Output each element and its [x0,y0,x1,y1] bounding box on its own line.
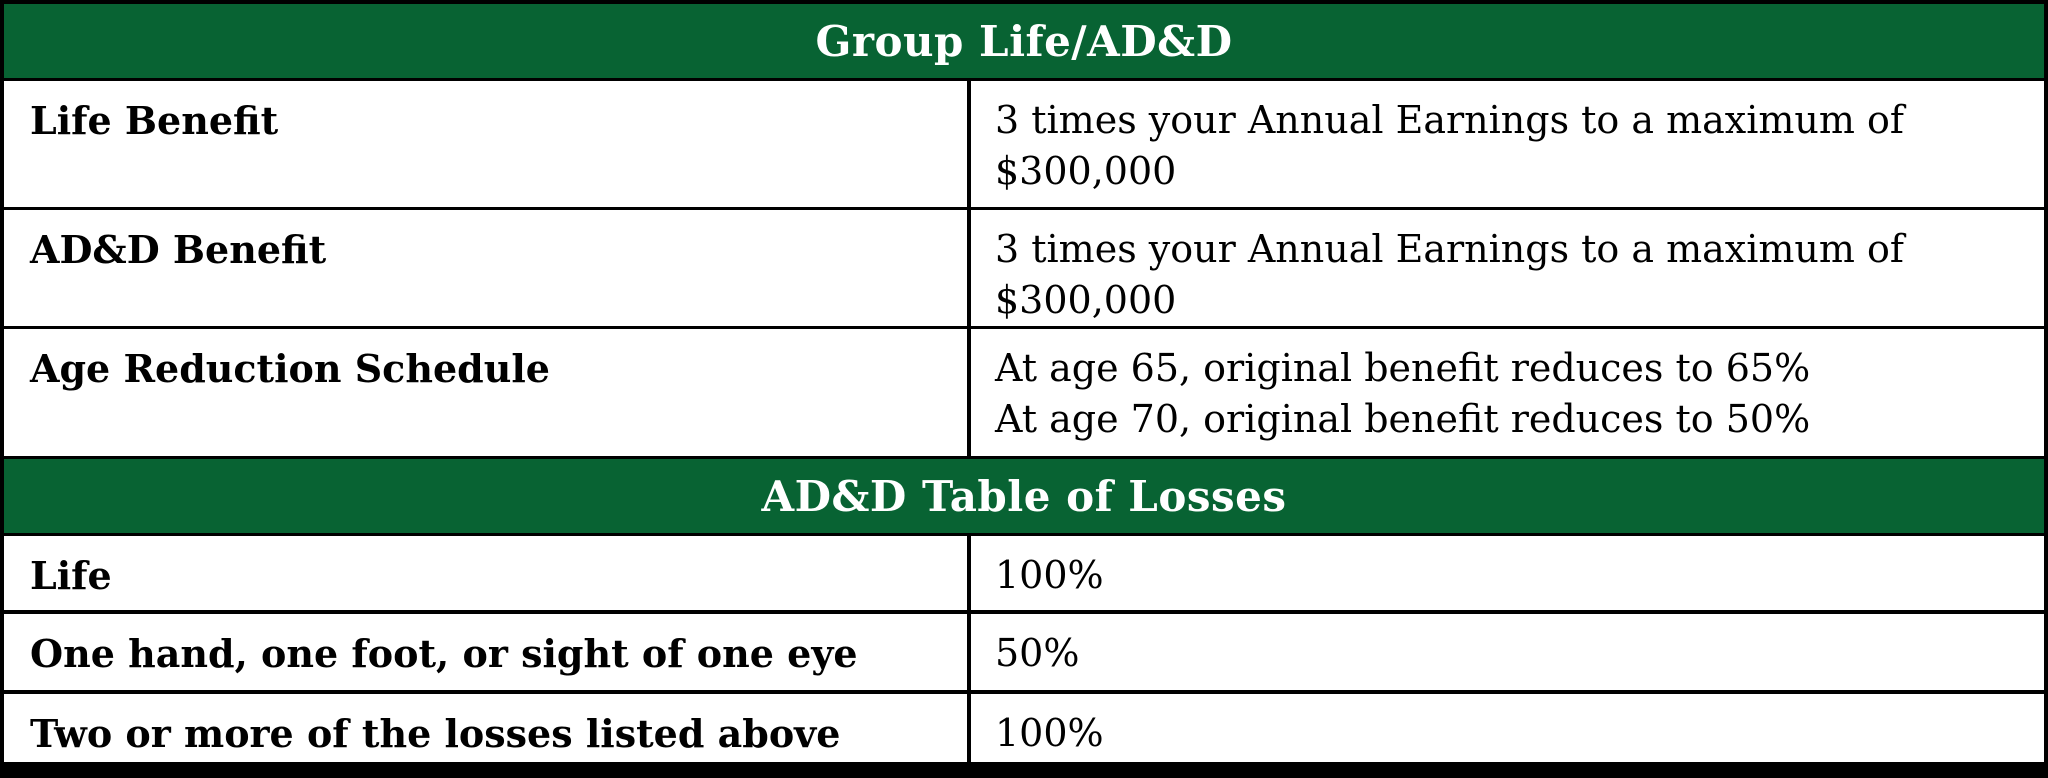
row-value-line: At age 65, original benefit reduces to 6… [995,346,1811,390]
table-row-life-benefit: Life Benefit 3 times your Annual Earning… [4,81,2044,210]
row-label: AD&D Benefit [4,210,971,326]
row-label: Life [4,536,971,610]
section-title: AD&D Table of Losses [761,471,1287,521]
row-value-line: 3 times your Annual Earnings to a maximu… [995,227,1904,323]
row-label: Age Reduction Schedule [4,329,971,456]
section-header-group-life-add: Group Life/AD&D [4,4,2044,81]
row-value: At age 65, original benefit reduces to 6… [971,329,2044,456]
section-title: Group Life/AD&D [815,16,1233,66]
table-row-age-reduction-schedule: Age Reduction Schedule At age 65, origin… [4,329,2044,459]
row-value-line: 100% [995,553,1104,597]
section-header-add-table-of-losses: AD&D Table of Losses [4,459,2044,536]
table-row-loss-life: Life 100% [4,536,2044,614]
row-value: 3 times your Annual Earnings to a maximu… [971,210,2044,326]
row-value: 3 times your Annual Earnings to a maximu… [971,81,2044,207]
table-row-loss-one-hand-foot-eye: One hand, one foot, or sight of one eye … [4,614,2044,694]
row-value-line: 100% [995,711,1104,755]
row-value-line: 50% [995,631,1080,675]
row-value-line: 3 times your Annual Earnings to a maximu… [995,98,1904,194]
row-label: Life Benefit [4,81,971,207]
row-label: One hand, one foot, or sight of one eye [4,614,971,690]
row-value: 100% [971,694,2044,762]
row-label: Two or more of the losses listed above [4,694,971,762]
table-row-add-benefit: AD&D Benefit 3 times your Annual Earning… [4,210,2044,329]
row-value: 100% [971,536,2044,610]
table-row-loss-two-or-more: Two or more of the losses listed above 1… [4,694,2044,762]
row-value: 50% [971,614,2044,690]
row-value-line: At age 70, original benefit reduces to 5… [995,397,1811,442]
